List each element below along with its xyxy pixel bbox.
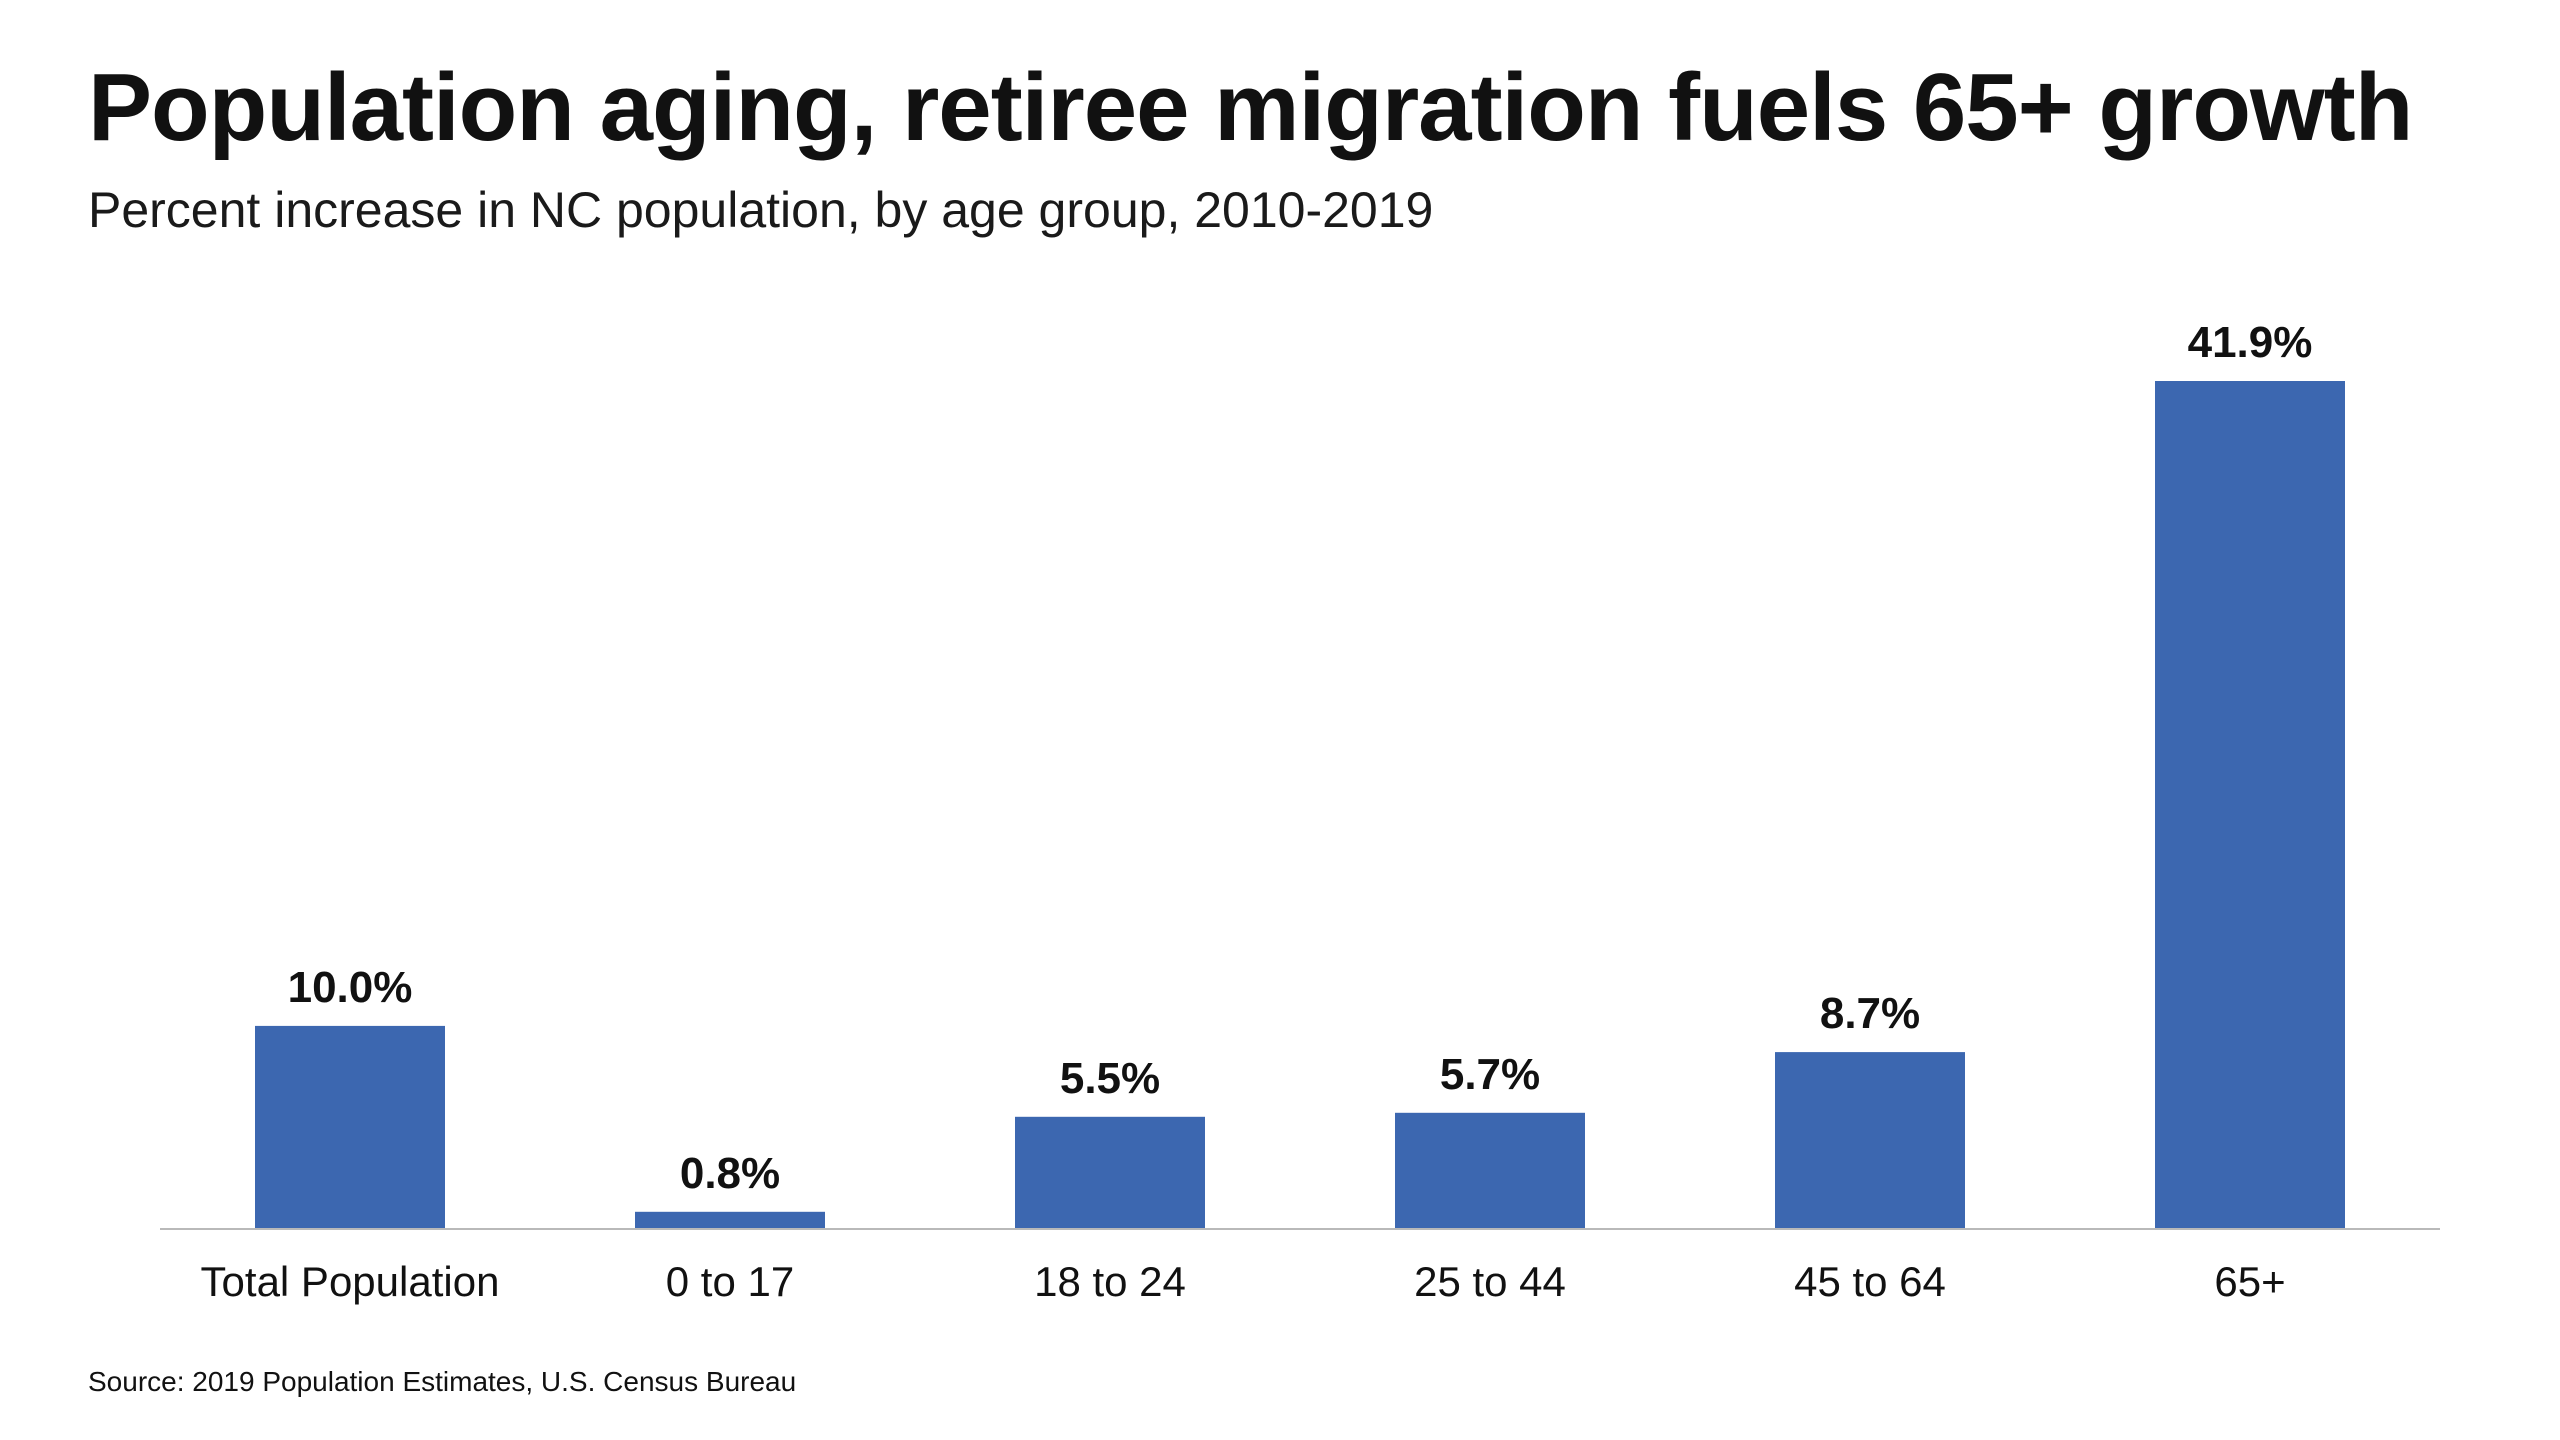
bar-1: [635, 1211, 825, 1228]
category-label-3: 25 to 44: [1414, 1258, 1566, 1305]
category-labels-group: Total Population 0 to 17 18 to 24 25 to 44 4…: [201, 1258, 2286, 1305]
bar-2: [1015, 1116, 1205, 1228]
chart-subtitle: Percent increase in NC population, by ag…: [88, 182, 1434, 238]
category-label-0: Total Population: [201, 1258, 500, 1305]
category-label-1: 0 to 17: [666, 1258, 794, 1305]
category-label-5: 65+: [2214, 1258, 2285, 1305]
value-label-3: 5.7%: [1440, 1050, 1540, 1099]
value-label-1: 0.8%: [680, 1149, 780, 1198]
value-label-5: 41.9%: [2188, 318, 2313, 367]
chart-title: Population aging, retiree migration fuel…: [88, 54, 2413, 161]
value-labels-group: 10.0% 0.8% 5.5% 5.7% 8.7% 41.9%: [288, 318, 2313, 1198]
bar-5: [2155, 381, 2345, 1228]
bars-group: [255, 381, 2345, 1228]
source-note: Source: 2019 Population Estimates, U.S. …: [88, 1366, 797, 1397]
value-label-2: 5.5%: [1060, 1054, 1160, 1103]
category-label-2: 18 to 24: [1034, 1258, 1186, 1305]
bar-3: [1395, 1112, 1585, 1228]
bar-4: [1775, 1052, 1965, 1228]
bar-0: [255, 1025, 445, 1228]
value-label-0: 10.0%: [288, 963, 413, 1012]
category-label-4: 45 to 64: [1794, 1258, 1946, 1305]
value-label-4: 8.7%: [1820, 989, 1920, 1038]
